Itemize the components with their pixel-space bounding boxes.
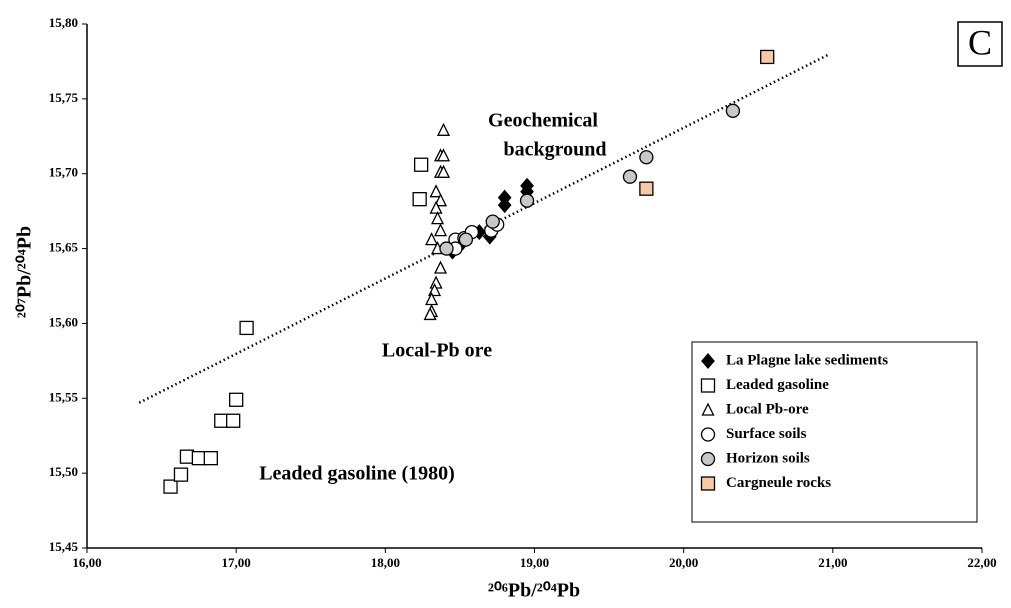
point — [239, 320, 254, 336]
legend-marker — [700, 476, 716, 491]
annotation: Geochemical — [488, 110, 598, 132]
legend-marker — [700, 378, 716, 393]
point — [203, 451, 218, 466]
point — [519, 193, 535, 208]
legend-marker — [701, 353, 715, 369]
legend-label: Leaded gasoline — [726, 377, 829, 393]
point — [433, 223, 448, 237]
annotation: Local-Pb ore — [382, 340, 492, 362]
y-axis-title: ²⁰⁷Pb/²⁰⁴Pb — [14, 226, 36, 318]
point — [179, 449, 195, 464]
point — [413, 157, 429, 172]
panel-label: C — [968, 22, 992, 62]
annotation: background — [503, 139, 606, 161]
point — [226, 413, 241, 428]
point — [429, 184, 443, 198]
y-tick-label: 15,50 — [49, 464, 78, 479]
point — [639, 181, 654, 196]
y-tick-label: 15,70 — [49, 165, 78, 180]
point — [725, 103, 741, 118]
point — [191, 451, 207, 466]
y-tick-label: 15,65 — [49, 240, 79, 255]
point — [436, 122, 451, 136]
point — [229, 392, 244, 407]
point — [436, 164, 451, 178]
point — [622, 169, 638, 184]
legend-label: Horizon soils — [726, 450, 810, 466]
legend-marker — [701, 402, 715, 416]
x-tick-label: 22,00 — [967, 555, 996, 570]
annotation: Leaded gasoline (1980) — [259, 463, 455, 485]
panel-box — [957, 21, 1003, 67]
point — [485, 214, 500, 229]
x-tick-label: 16,00 — [72, 555, 101, 570]
point — [430, 211, 445, 225]
point — [458, 232, 474, 247]
legend-label: La Plagne lake sediments — [726, 352, 888, 368]
legend-marker — [700, 427, 716, 442]
legend-marker — [700, 451, 716, 467]
point — [436, 148, 451, 162]
point — [163, 479, 178, 494]
point — [412, 192, 427, 207]
legend-label: Local Pb-ore — [726, 401, 809, 417]
point — [214, 413, 229, 428]
y-tick-label: 15,80 — [49, 15, 78, 30]
point — [760, 49, 775, 65]
x-axis-title: ²⁰⁶Pb/²⁰⁴Pb — [488, 580, 580, 602]
y-tick-label: 15,60 — [49, 314, 78, 329]
x-tick-label: 18,00 — [371, 555, 400, 570]
x-tick-label: 19,00 — [520, 555, 549, 570]
y-tick-label: 15,75 — [49, 90, 79, 105]
point — [433, 193, 448, 207]
x-tick-label: 17,00 — [222, 555, 251, 570]
legend-label: Surface soils — [726, 426, 807, 442]
point — [497, 197, 512, 214]
x-tick-label: 20,00 — [669, 555, 698, 570]
trend-line — [138, 52, 831, 404]
point — [429, 200, 443, 214]
point — [433, 260, 448, 274]
point — [173, 467, 189, 482]
legend-label: Cargneule rocks — [726, 475, 831, 491]
point — [425, 232, 439, 246]
y-tick-label: 15,45 — [49, 539, 79, 554]
point — [439, 241, 454, 256]
point — [639, 150, 654, 165]
x-tick-label: 21,00 — [818, 555, 847, 570]
legend-box — [691, 341, 978, 523]
y-tick-label: 15,55 — [49, 389, 79, 404]
point — [423, 306, 437, 321]
